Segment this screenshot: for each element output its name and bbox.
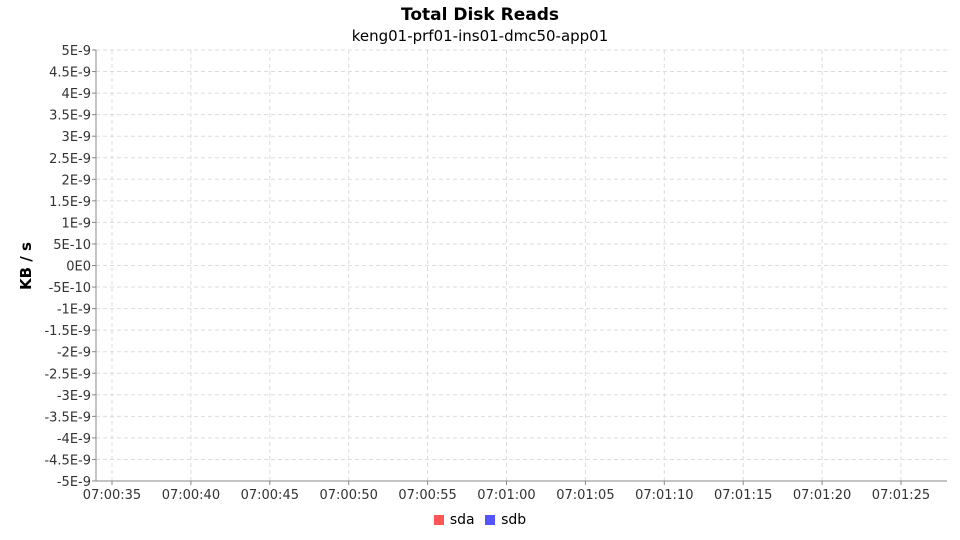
x-axis: 07:00:35 07:00:40 07:00:45 07:00:50 07:00:55… — [83, 480, 947, 503]
x-tick-label: 07:01:25 — [872, 488, 930, 503]
chart-subtitle: keng01-prf01-ins01-dmc50-app01 — [351, 27, 609, 45]
y-tick-label: 2.5E-9 — [49, 152, 91, 167]
x-tick-label: 07:00:40 — [162, 488, 220, 503]
y-tick-label: 2E-9 — [62, 173, 91, 188]
y-tick-label: -2E-9 — [57, 346, 91, 361]
x-tick-label: 07:01:00 — [477, 488, 535, 503]
legend: sda sdb — [0, 512, 960, 529]
y-tick-label: 0E0 — [66, 260, 91, 275]
x-tick-label: 07:01:05 — [556, 488, 614, 503]
x-tick-label: 07:00:35 — [83, 488, 141, 503]
legend-swatch-sdb — [485, 515, 496, 525]
x-tick-label: 07:00:55 — [398, 488, 456, 503]
y-tick-label: 4.5E-9 — [49, 66, 91, 81]
x-tick-label: 07:01:20 — [793, 488, 851, 503]
x-tick-label: 07:00:50 — [320, 488, 378, 503]
x-tick-label: 07:01:10 — [635, 488, 693, 503]
y-tick-label: -4.5E-9 — [44, 453, 91, 468]
legend-swatch-sda — [433, 515, 444, 525]
y-tick-label: -1E-9 — [57, 303, 91, 318]
y-tick-label: -5E-9 — [57, 475, 91, 490]
legend-item-sdb: sdb — [485, 512, 526, 528]
y-tick-label: 5E-9 — [62, 44, 91, 59]
y-tick-label: -5E-10 — [49, 281, 91, 296]
y-tick-label: 4E-9 — [62, 87, 91, 102]
y-tick-label: -4E-9 — [57, 432, 91, 447]
legend-item-sda: sda — [433, 512, 475, 528]
grid-lines — [96, 49, 947, 482]
x-tick-label: 07:01:15 — [714, 488, 772, 503]
y-axis-label: KB / s — [17, 242, 35, 290]
legend-label-sdb: sdb — [501, 512, 527, 528]
y-tick-label: -3E-9 — [57, 389, 91, 404]
x-tick-label: 07:00:45 — [241, 488, 299, 503]
legend-label-sda: sda — [449, 512, 475, 528]
y-axis: 5E-9 4.5E-9 4E-9 3.5E-9 3E-9 2.5E-9 2E-9 1.5E-9… — [44, 44, 97, 490]
y-tick-label: 5E-10 — [53, 238, 91, 253]
y-tick-label: 1.5E-9 — [49, 195, 91, 210]
y-tick-label: -1.5E-9 — [44, 324, 91, 339]
y-tick-label: -3.5E-9 — [44, 410, 91, 425]
y-tick-label: -2.5E-9 — [44, 367, 91, 382]
chart-title: Total Disk Reads — [400, 5, 560, 25]
y-tick-label: 3.5E-9 — [49, 109, 91, 124]
y-tick-label: 3E-9 — [62, 130, 91, 145]
y-tick-label: 1E-9 — [62, 216, 91, 231]
